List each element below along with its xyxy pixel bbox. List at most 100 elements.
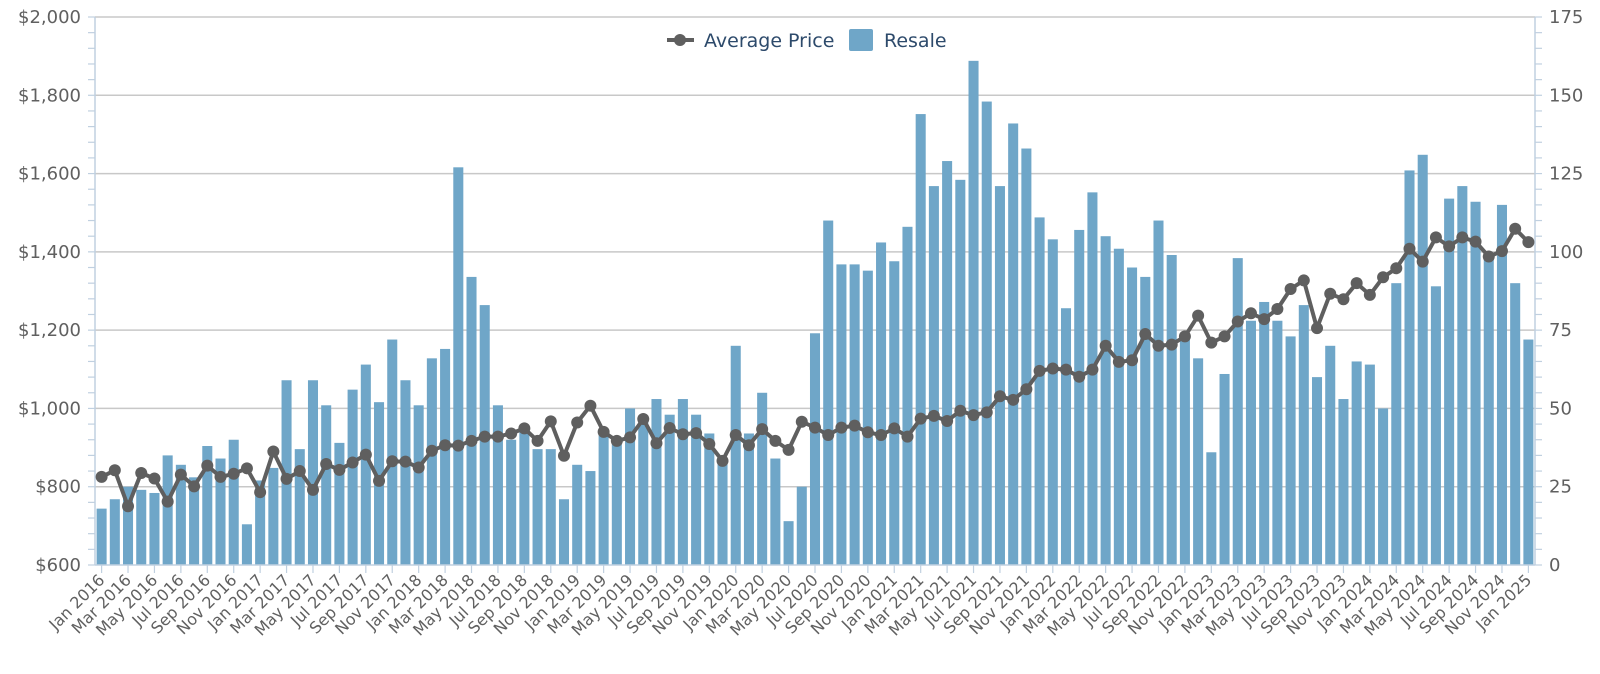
average-price-point — [505, 427, 518, 440]
average-price-point — [386, 455, 399, 468]
average-price-point — [95, 470, 108, 483]
average-price-point — [1231, 315, 1244, 328]
average-price-point — [346, 456, 359, 469]
average-price-point — [1086, 363, 1099, 376]
resale-bar — [915, 114, 926, 566]
resale-bar — [202, 446, 213, 565]
average-price-point — [756, 423, 769, 436]
resale-bar — [598, 430, 609, 565]
average-price-point — [1244, 307, 1257, 320]
right-axis-tick-label: 50 — [1549, 398, 1572, 419]
resale-bar — [664, 414, 675, 565]
average-price-point — [1324, 287, 1337, 300]
resale-bar — [862, 270, 873, 565]
average-price-point — [1165, 338, 1178, 351]
resale-bar — [268, 467, 279, 565]
resale-bar — [677, 399, 688, 565]
average-price-point — [624, 431, 637, 444]
resale-bar — [1298, 305, 1309, 565]
average-price-point — [1205, 336, 1218, 349]
resale-bar — [96, 508, 107, 565]
resale-bar — [889, 261, 900, 565]
resale-bar — [281, 380, 292, 565]
average-price-point — [439, 439, 452, 452]
resale-bar — [823, 220, 834, 566]
average-price-point — [412, 461, 425, 474]
resale-bar — [1047, 239, 1058, 565]
resale-bar — [1417, 154, 1428, 566]
legend-dot-icon — [674, 34, 686, 46]
resale-bar — [1219, 373, 1230, 565]
average-price-point — [835, 421, 848, 434]
average-price-point — [1112, 355, 1125, 368]
average-price-point — [1337, 293, 1350, 306]
resale-bar — [1021, 148, 1032, 565]
resale-bar — [743, 433, 754, 565]
average-price-point — [980, 406, 993, 419]
average-price-point — [1390, 262, 1403, 275]
resale-bars — [96, 60, 1534, 566]
average-price-point — [201, 459, 214, 472]
average-price-point — [1284, 283, 1297, 296]
average-price-point — [954, 404, 967, 417]
average-price-point — [280, 472, 293, 485]
average-price-point — [1509, 222, 1522, 235]
legend-square-icon — [849, 29, 873, 51]
average-price-point — [1192, 309, 1205, 322]
resale-bar — [1404, 170, 1415, 565]
average-price-point — [174, 468, 187, 481]
resale-bar — [942, 161, 953, 565]
average-price-point — [676, 428, 689, 441]
resale-bar — [321, 405, 332, 565]
resale-bar — [545, 449, 556, 565]
resale-bar — [228, 439, 239, 565]
average-price-point — [320, 458, 333, 471]
average-price-point — [188, 480, 201, 493]
resale-bar — [770, 458, 781, 565]
resale-bar — [1127, 267, 1138, 565]
resale-bar — [440, 348, 451, 565]
resale-bar — [691, 414, 702, 565]
resale-bar — [1259, 301, 1270, 565]
resale-bar — [1470, 201, 1481, 566]
resale-bar — [1272, 320, 1283, 565]
resale-bar — [162, 455, 173, 565]
left-axis-tick-label: $1,000 — [18, 398, 81, 419]
resale-bar — [704, 433, 715, 565]
resale-bar — [1391, 283, 1402, 565]
average-price-point — [333, 463, 346, 476]
resale-bar — [506, 439, 517, 565]
legend-item-resale[interactable]: Resale — [849, 29, 947, 52]
resale-bar — [1444, 198, 1455, 565]
resale-bar — [1364, 364, 1375, 565]
average-price-point — [861, 426, 874, 439]
resale-bar — [255, 480, 266, 565]
resale-bar — [1311, 377, 1323, 565]
left-axis-tick-label: $1,200 — [18, 320, 81, 341]
average-price-point — [1429, 231, 1442, 244]
right-axis-tick-label: 25 — [1549, 477, 1572, 498]
average-price-point — [1456, 231, 1469, 244]
resale-bar — [1193, 358, 1204, 565]
average-price-point — [690, 427, 703, 440]
resale-bar — [1087, 192, 1098, 566]
average-price-point — [544, 415, 557, 428]
right-axis-tick-label: 0 — [1549, 555, 1560, 576]
resale-bar — [189, 477, 200, 565]
average-price-point — [1060, 363, 1073, 376]
legend-item-average-price[interactable]: Average Price — [667, 30, 834, 52]
average-price-point — [848, 419, 861, 432]
average-price-point — [927, 409, 940, 422]
resale-bar — [994, 186, 1005, 565]
resale-bar — [611, 439, 622, 565]
gridlines — [95, 16, 1535, 488]
left-axis-tick-label: $600 — [35, 555, 81, 576]
resale-bar — [796, 486, 807, 565]
resale-bar — [1325, 345, 1336, 565]
resale-bar — [876, 242, 887, 565]
resale-bar — [1113, 248, 1124, 565]
resale-bar — [109, 499, 120, 565]
legend-label-resale: Resale — [884, 30, 947, 52]
resale-bar — [1351, 361, 1362, 565]
average-price-point — [135, 467, 148, 480]
